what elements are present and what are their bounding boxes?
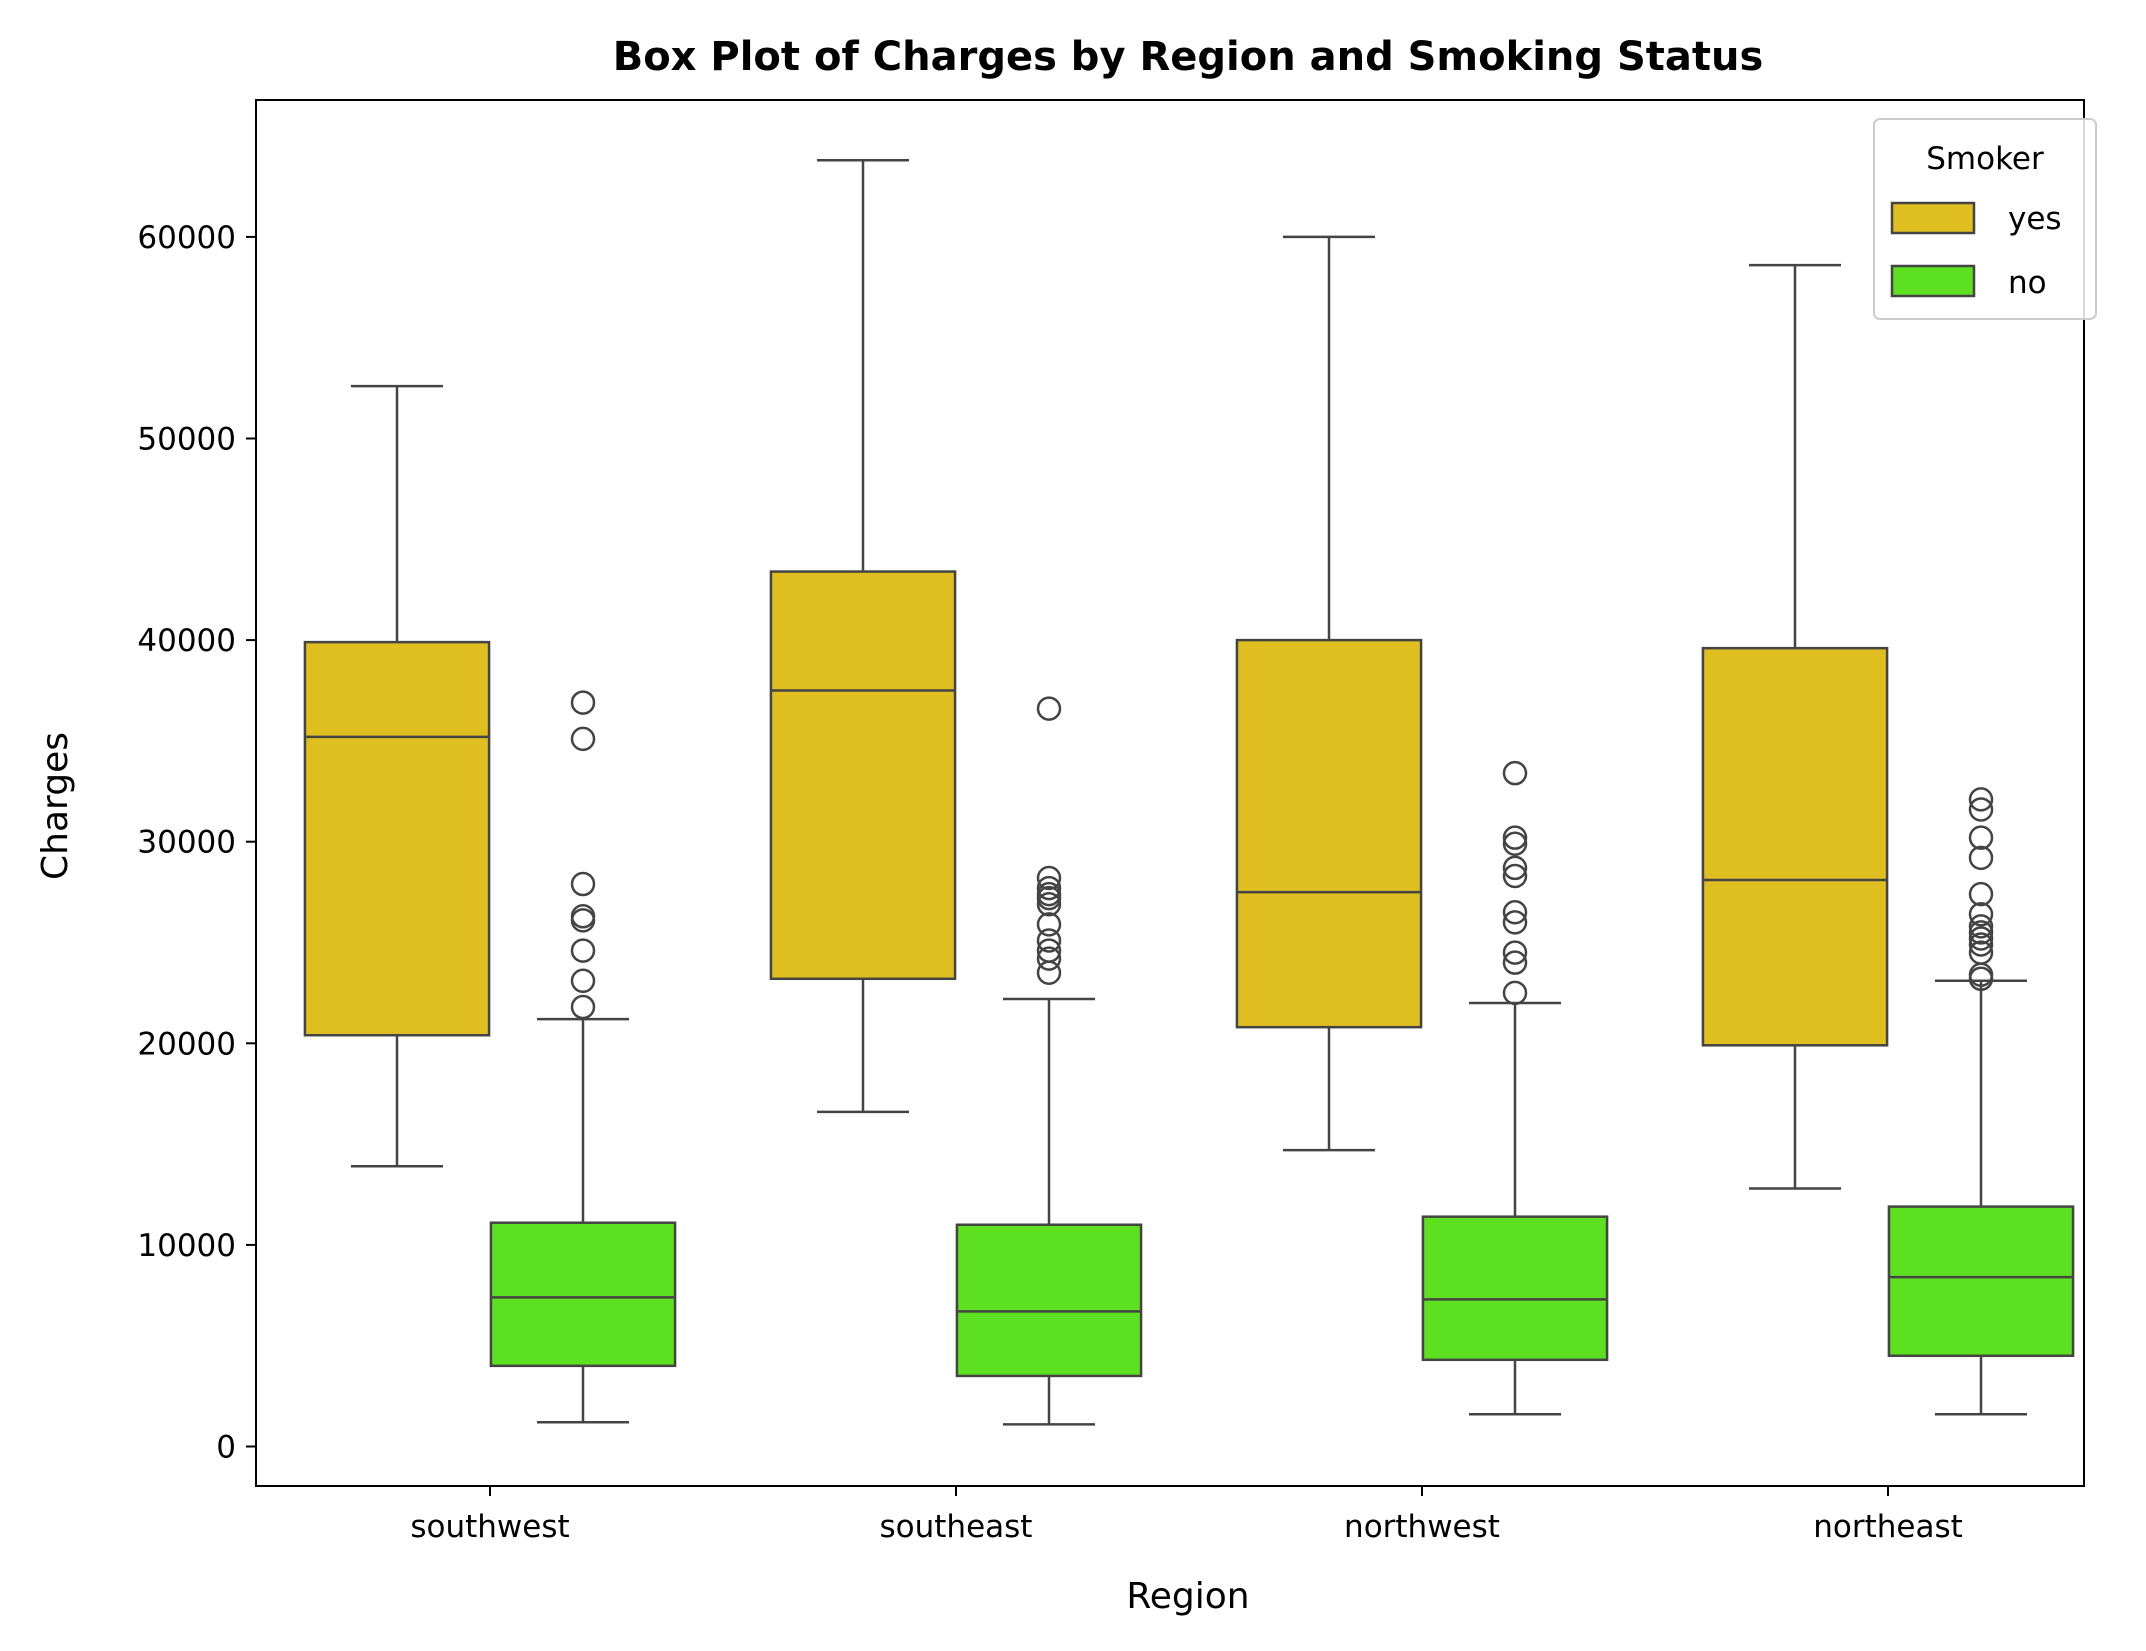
x-tick-label: northeast bbox=[1813, 1509, 1963, 1545]
outlier-point bbox=[1502, 980, 1528, 1006]
outlier-point bbox=[1502, 863, 1528, 889]
outlier-point bbox=[1036, 946, 1062, 971]
outlier-point bbox=[1502, 825, 1528, 850]
outlier-point bbox=[1036, 938, 1062, 963]
outlier-point bbox=[1036, 891, 1062, 917]
box-body bbox=[1887, 1205, 2075, 1358]
outlier-point bbox=[1502, 831, 1528, 856]
box-body bbox=[489, 1221, 677, 1368]
box-body bbox=[1235, 638, 1423, 1029]
outlier-point bbox=[1968, 920, 1994, 945]
outlier-point bbox=[1502, 910, 1528, 935]
legend-label-no: no bbox=[2008, 265, 2047, 301]
y-tick-label: 10000 bbox=[137, 1228, 236, 1264]
x-axis-label: Region bbox=[1126, 1576, 1249, 1617]
y-tick-label: 0 bbox=[216, 1430, 236, 1466]
y-tick-label: 60000 bbox=[137, 220, 236, 256]
outlier-point bbox=[1502, 855, 1528, 881]
legend-label-yes: yes bbox=[2008, 201, 2062, 237]
box-body bbox=[303, 640, 491, 1037]
box-body bbox=[1421, 1215, 1609, 1362]
outlier-point bbox=[570, 904, 596, 929]
outlier-point bbox=[1968, 881, 1994, 907]
series-no bbox=[489, 690, 2075, 1426]
outlier-point bbox=[1502, 950, 1528, 975]
y-tick-label: 50000 bbox=[137, 422, 236, 458]
outlier-point bbox=[1968, 845, 1994, 871]
y-tick-label: 40000 bbox=[137, 623, 236, 659]
outlier-point bbox=[1502, 940, 1528, 965]
outlier-point bbox=[570, 726, 596, 752]
y-tick-label: 20000 bbox=[137, 1026, 236, 1062]
box-northwest-yes bbox=[1235, 235, 1423, 1152]
chart-title: Box Plot of Charges by Region and Smokin… bbox=[613, 34, 1764, 80]
outlier-point bbox=[1968, 797, 1994, 822]
outlier-point bbox=[1968, 940, 1994, 965]
series-yes bbox=[303, 159, 1889, 1190]
legend: Smoker yes no bbox=[1873, 118, 2097, 320]
outlier-point bbox=[570, 871, 596, 897]
legend-swatch-yes bbox=[1890, 201, 1976, 235]
outlier-point bbox=[1968, 902, 1994, 927]
outlier-point bbox=[1502, 900, 1528, 925]
box-body bbox=[769, 570, 957, 981]
box-body bbox=[955, 1223, 1143, 1378]
legend-title: Smoker bbox=[1926, 141, 2044, 177]
outlier-point bbox=[570, 938, 596, 963]
outlier-point bbox=[570, 994, 596, 1020]
box-southeast-no bbox=[955, 696, 1143, 1426]
outlier-point bbox=[1968, 825, 1994, 850]
outlier-point bbox=[570, 690, 596, 715]
outlier-point bbox=[1036, 696, 1062, 721]
outlier-point bbox=[1968, 787, 1994, 812]
x-axis: southwest southeast northwest northeast bbox=[410, 1486, 1963, 1545]
outlier-point bbox=[1036, 928, 1062, 953]
box-northwest-no bbox=[1421, 760, 1609, 1416]
y-tick-label: 30000 bbox=[137, 825, 236, 861]
outlier-point bbox=[1968, 926, 1994, 951]
outlier-point bbox=[1968, 932, 1994, 957]
outlier-point bbox=[1036, 875, 1062, 901]
x-tick-label: northwest bbox=[1344, 1509, 1500, 1545]
legend-swatch-no bbox=[1890, 264, 1976, 298]
box-body bbox=[1701, 646, 1889, 1047]
outlier-point bbox=[1502, 760, 1528, 786]
box-southwest-yes bbox=[303, 384, 491, 1168]
outlier-point bbox=[1036, 865, 1062, 891]
box-southeast-yes bbox=[769, 159, 957, 1114]
outlier-point bbox=[570, 968, 596, 994]
box-northeast-yes bbox=[1701, 263, 1889, 1190]
outlier-point bbox=[1968, 914, 1994, 939]
x-tick-label: southeast bbox=[880, 1509, 1033, 1545]
outlier-point bbox=[1036, 881, 1062, 907]
plot-area bbox=[303, 159, 2075, 1426]
y-axis: 0 10000 20000 30000 40000 50000 60000 bbox=[137, 220, 256, 1466]
x-tick-label: southwest bbox=[410, 1509, 569, 1545]
y-axis-label: Charges bbox=[35, 732, 76, 880]
box-southwest-no bbox=[489, 690, 677, 1424]
box-northeast-no bbox=[1887, 787, 2075, 1416]
plot-frame bbox=[255, 99, 2085, 1487]
outlier-point bbox=[1036, 912, 1062, 937]
